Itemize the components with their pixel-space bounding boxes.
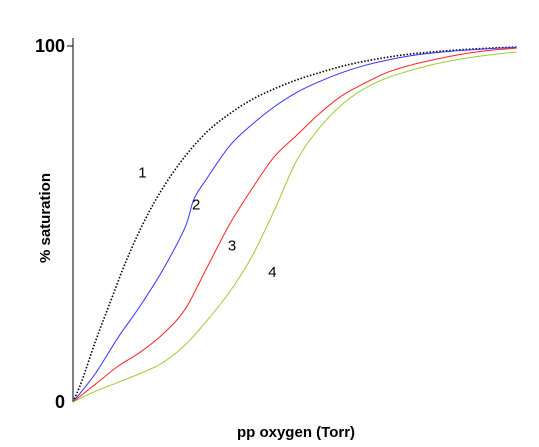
y-axis-label: % saturation [37, 173, 54, 263]
series-line-4 [72, 51, 517, 403]
curve-label-2: 2 [192, 196, 200, 213]
series-line-3 [72, 47, 517, 403]
curve-label-3: 3 [228, 237, 236, 254]
y-tick-label-0: 0 [55, 392, 65, 412]
curve-label-4: 4 [268, 264, 276, 281]
y-tick-label-100: 100 [35, 36, 65, 56]
series-line-2 [72, 46, 517, 403]
series-line-1 [72, 46, 517, 403]
series-layer [72, 46, 517, 403]
labels-layer: 1 2 3 4 [138, 164, 276, 281]
x-axis-label: pp oxygen (Torr) [237, 424, 355, 441]
curve-label-1: 1 [138, 164, 146, 181]
axes: 0 100 [35, 36, 74, 412]
